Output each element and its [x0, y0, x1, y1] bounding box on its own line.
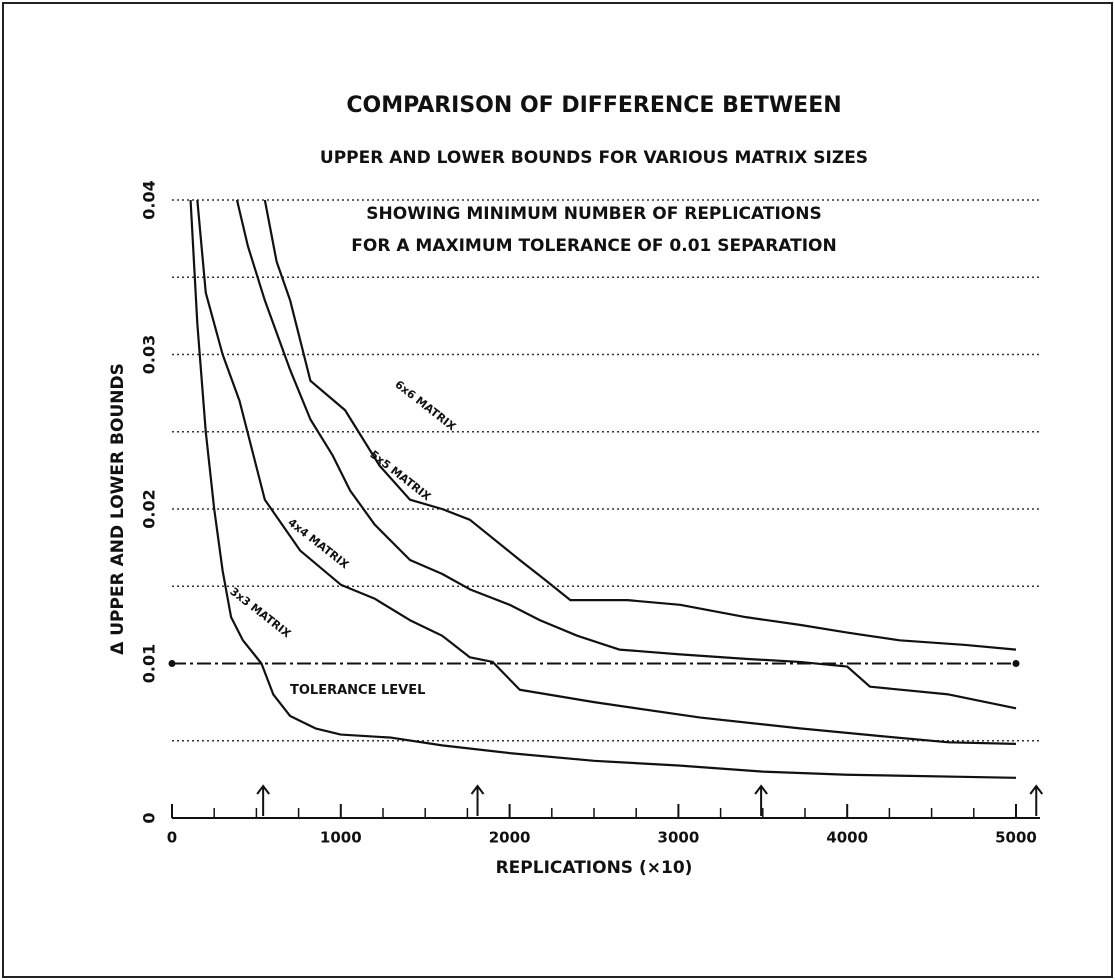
chart-subtitle: UPPER AND LOWER BOUNDS FOR VARIOUS MATRI… [320, 148, 868, 168]
y-tick-label: 0.04 [140, 180, 159, 219]
arrow [256, 784, 270, 816]
arrow [1029, 784, 1044, 816]
tolerance-end [1012, 660, 1020, 667]
y-tick-label: 0.03 [140, 335, 159, 374]
x-tick-label: 3000 [658, 829, 700, 847]
annotation: SHOWING MINIMUM NUMBER OF REPLICATIONS [366, 204, 821, 224]
x-tick-label: 1000 [320, 829, 362, 847]
x-tick-label: 2000 [489, 829, 531, 847]
series-label: 6x6 MATRIX [392, 378, 458, 434]
arrow [470, 784, 485, 816]
x-tick-label: 5000 [995, 829, 1037, 847]
series-line [189, 199, 1017, 779]
annotation: FOR A MAXIMUM TOLERANCE OF 0.01 SEPARATI… [351, 236, 836, 256]
chart-title: COMPARISON OF DIFFERENCE BETWEEN [346, 93, 841, 118]
series-label: 5x5 MATRIX [367, 448, 433, 504]
y-tick-label: 0.02 [140, 489, 159, 528]
x-tick-label: 4000 [826, 829, 868, 847]
series-line [235, 199, 1017, 710]
series-line [263, 199, 1017, 651]
y-axis-label: Δ UPPER AND LOWER BOUNDS [108, 363, 128, 655]
series-line [196, 199, 1017, 745]
y-tick-label: 0 [140, 812, 159, 823]
tolerance-label: TOLERANCE LEVEL [290, 683, 425, 698]
x-tick-label: 0 [167, 829, 177, 847]
y-tick-label: 0.01 [140, 644, 159, 683]
x-axis-label: REPLICATIONS (×10) [496, 858, 693, 878]
series-label: 3x3 MATRIX [227, 585, 293, 641]
arrow [754, 784, 768, 816]
tolerance-end [168, 660, 176, 667]
